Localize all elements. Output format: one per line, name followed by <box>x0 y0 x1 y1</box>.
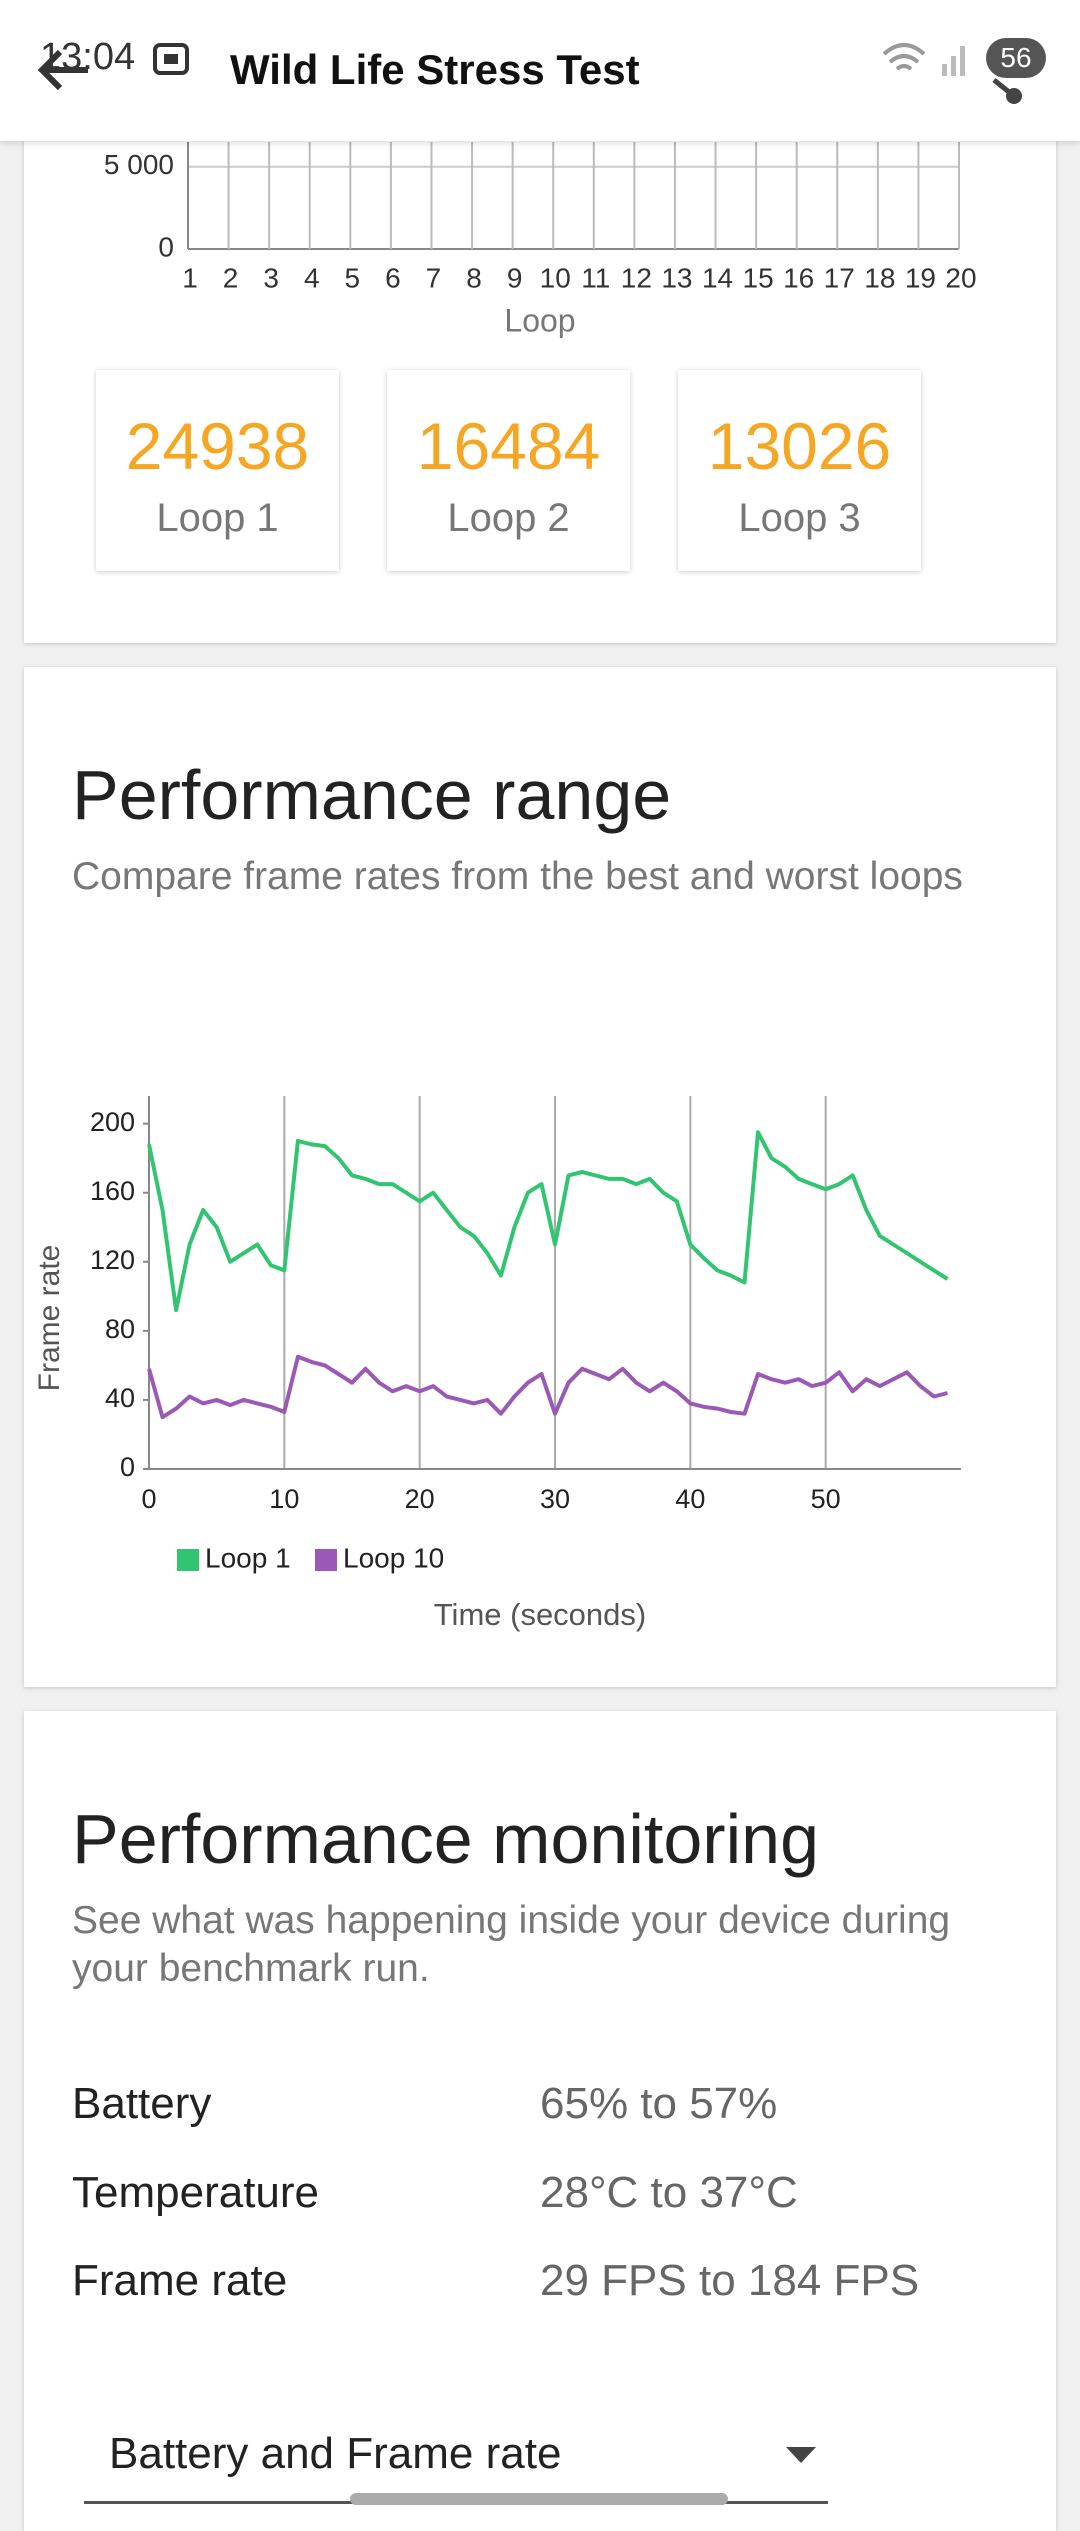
x-tick-label: 6 <box>385 262 401 293</box>
section-subtitle: See what was happening inside your devic… <box>72 1899 951 1990</box>
status-icons <box>882 43 965 76</box>
section-title: Performance monitoring <box>72 1800 819 1878</box>
y-tick-label: 120 <box>90 1245 135 1275</box>
loop-card[interactable]: 24938 Loop 1 <box>96 370 339 571</box>
loop-label: Loop 2 <box>447 496 570 540</box>
y-tick-label: 200 <box>90 1107 135 1137</box>
x-tick-label: 30 <box>540 1484 570 1514</box>
x-axis-label: Time (seconds) <box>434 1597 646 1632</box>
row-label: Frame rate <box>72 2256 288 2305</box>
x-tick-label: 20 <box>405 1484 435 1514</box>
y-tick-label: 5 000 <box>104 149 174 180</box>
legend-label: Loop 10 <box>343 1542 444 1573</box>
x-tick-label: 5 <box>345 262 361 293</box>
legend-label: Loop 1 <box>205 1542 291 1573</box>
y-tick-label: 0 <box>120 1452 135 1482</box>
x-tick-label: 19 <box>905 262 936 293</box>
x-tick-label: 40 <box>675 1484 705 1514</box>
y-tick-label: 80 <box>105 1314 135 1344</box>
performance-range-panel: Performance range Compare frame rates fr… <box>24 667 1056 1687</box>
loop-score: 24938 <box>125 409 310 483</box>
dropdown-value: Battery and Frame rate <box>109 2429 562 2478</box>
section-subtitle: Compare frame rates from the best and wo… <box>72 855 963 898</box>
loop-label: Loop 3 <box>738 496 861 540</box>
section-title: Performance range <box>72 756 672 834</box>
legend-swatch <box>315 1549 337 1571</box>
back-button[interactable] <box>30 40 110 100</box>
x-tick-label: 1 <box>182 262 198 293</box>
line-chart: 0 10 20 30 40 50 0 40 80 120 160 200 Frame rate Loop … <box>33 1096 961 1632</box>
row-label: Battery <box>72 2079 212 2128</box>
battery-indicator: 56 <box>986 38 1046 78</box>
loop-card[interactable]: 13026 Loop 3 <box>678 370 921 571</box>
x-tick-label: 7 <box>426 262 442 293</box>
dropdown-arrow <box>786 2447 816 2463</box>
x-tick-label: 16 <box>783 262 814 293</box>
y-tick-label: 0 <box>158 231 174 262</box>
row-label: Temperature <box>72 2168 320 2217</box>
card-clip <box>969 370 1008 571</box>
x-tick-label: 13 <box>661 262 692 293</box>
y-tick-label: 160 <box>90 1176 135 1206</box>
x-tick-label: 0 <box>141 1484 156 1514</box>
performance-monitoring-panel: Performance monitoring See what was happ… <box>24 1711 1056 2531</box>
x-tick-label: 20 <box>945 262 976 293</box>
loop-card-partial[interactable] <box>969 370 1008 571</box>
x-tick-label: 9 <box>507 262 523 293</box>
x-tick-label: 2 <box>223 262 239 293</box>
loop-card[interactable]: 16484 Loop 2 <box>387 370 630 571</box>
x-tick-label: 50 <box>811 1484 841 1514</box>
row-value: 28°C to 37°C <box>540 2168 798 2217</box>
screenshot-icon <box>153 43 189 75</box>
x-tick-label: 8 <box>466 262 482 293</box>
x-tick-label: 15 <box>743 262 774 293</box>
x-tick-label: 12 <box>621 262 652 293</box>
app-title: Wild Life Stress Test <box>230 46 640 93</box>
share-button[interactable] <box>984 60 1034 110</box>
x-tick-label: 4 <box>304 262 320 293</box>
loop-label: Loop 1 <box>156 496 279 540</box>
x-tick-label: 10 <box>269 1484 299 1514</box>
x-tick-label: 3 <box>263 262 279 293</box>
dropdown[interactable]: Battery and Frame rate <box>84 2411 828 2504</box>
row-value: 65% to 57% <box>540 2079 778 2128</box>
legend-swatch <box>177 1549 199 1571</box>
loop-score: 16484 <box>416 409 601 483</box>
x-tick-label: 10 <box>540 262 571 293</box>
x-axis-label: Loop <box>504 302 575 338</box>
app-bar: 13:04 Wild Life Stress Test 56 <box>0 0 1080 141</box>
loop-score: 13026 <box>707 409 892 483</box>
x-tick-label: 11 <box>581 262 610 293</box>
back-arrow <box>37 49 88 91</box>
y-axis-label: Frame rate <box>33 1245 66 1392</box>
series-line <box>147 1130 949 1313</box>
x-tick-label: 18 <box>864 262 895 293</box>
row-value: 29 FPS to 184 FPS <box>540 2256 920 2305</box>
x-tick-label: 17 <box>824 262 855 293</box>
y-tick-label: 40 <box>105 1383 135 1413</box>
x-tick-label: 14 <box>702 262 733 293</box>
series-line <box>147 1354 948 1420</box>
nav-handle <box>350 2493 728 2505</box>
